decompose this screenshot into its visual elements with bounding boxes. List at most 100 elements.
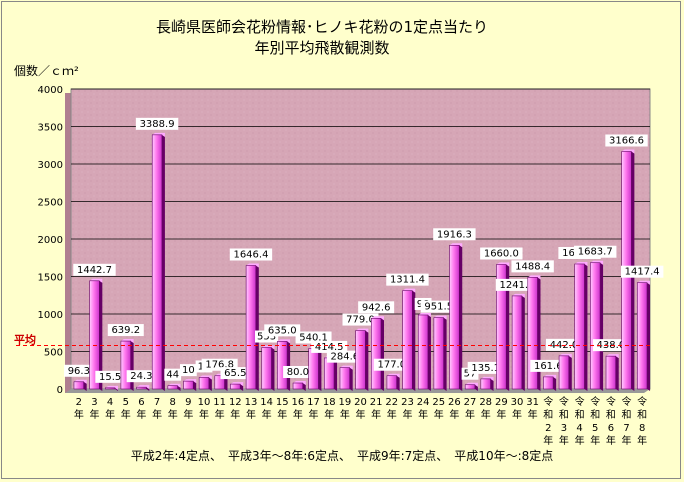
bar-side [568,355,572,391]
data-label: 1660.0 [484,249,519,260]
data-label-bg [326,350,363,363]
x-tick-label: 12 年 [229,397,242,421]
data-label: 540.1 [299,332,328,343]
bar-side [443,317,447,391]
data-label: 135.1 [471,363,500,374]
x-tick-label: 令和 7 年 [622,395,632,447]
y-axis-unit-label: 個数／ｃｍ² [14,64,79,78]
bar [386,375,397,390]
data-label-bg [283,366,313,378]
data-label-bg [480,247,523,260]
data-label-bg [164,368,182,381]
data-label: 80.0 [287,367,309,378]
bar-side [334,357,338,391]
bar [245,265,257,390]
bar [308,348,319,390]
data-label: 65.5 [224,368,246,379]
bar [214,375,225,390]
x-tick-label: 15 年 [276,397,289,421]
bar [292,382,304,390]
data-label-bg [545,338,582,351]
data-label-bg [73,263,116,276]
x-tick-label: 25 年 [432,397,445,421]
data-label-bg [220,367,251,380]
bar [339,367,351,390]
bar-side [600,262,604,391]
data-label: 1442.7 [77,265,112,276]
bar-side [83,381,87,391]
data-label: 15.5 [99,372,121,383]
bar-side [537,277,541,391]
bar [136,386,147,390]
bar [511,295,523,390]
x-tick-label: 31 年 [526,397,539,421]
data-label-bg [311,340,348,353]
bar [73,381,84,390]
x-tick-label: 26 年 [448,397,461,421]
bar [558,355,570,390]
bar [574,263,585,390]
bar-side [99,280,103,391]
bar [183,380,194,390]
bar-side [177,385,181,391]
data-label-bg [107,324,144,337]
bar [89,280,100,390]
data-label-bg [179,364,197,377]
bar-side [240,384,244,391]
bar-side [271,347,275,391]
bar-side [302,383,306,391]
bar [120,340,131,390]
x-tick-label: 令和 8 年 [637,395,647,447]
bar-side [427,314,431,391]
bar [480,378,491,390]
x-tick-label: 19 年 [338,397,351,421]
x-tick-label: 17 年 [307,397,320,421]
bar [167,385,178,390]
footnote: 平成2年:4定点、 平成3年～8年:6定点、 平成9年:7定点、 平成10年～:… [130,449,554,463]
data-label: 10 [182,365,195,376]
data-label: 414.5 [315,342,344,353]
data-label: 1488.4 [515,261,550,272]
average-label: 平均 [14,333,36,347]
bar [496,264,507,390]
bar-side [255,265,259,391]
bar [261,347,272,390]
x-tick-label: 20 年 [354,397,367,421]
x-tick-label: 28 年 [479,397,492,421]
bar-side [615,356,619,391]
x-tick-label: 13 年 [245,397,258,421]
x-tick-label: 16 年 [292,397,305,421]
bar [433,317,444,390]
x-tick-label: 30 年 [511,397,524,421]
bar-side [584,263,588,391]
data-label: 942.6 [362,302,391,313]
bar-side [161,134,165,391]
data-label: 3388.9 [140,119,175,130]
x-tick-label: 令和 6 年 [606,395,616,447]
data-label: 284.6 [331,352,360,363]
bar [355,330,366,390]
data-label-bg [373,358,410,371]
bar [230,383,241,390]
bar-side [349,367,353,391]
x-tick-label: 21 年 [370,397,383,421]
bar-side [459,245,463,391]
bar-side [208,377,212,391]
bar [543,376,554,390]
y-tick-label: 500 [44,348,63,359]
bar-side [521,295,525,391]
bar-side [193,381,197,391]
data-label: 635.0 [268,325,297,336]
x-tick-label: 令和 4 年 [575,395,585,447]
data-label: 639.2 [111,325,140,336]
data-label: 1417.4 [625,267,660,278]
data-label-bg [530,359,567,372]
x-tick-label: 24 年 [417,397,430,421]
bar-side [506,264,510,391]
data-label-bg [420,300,457,313]
